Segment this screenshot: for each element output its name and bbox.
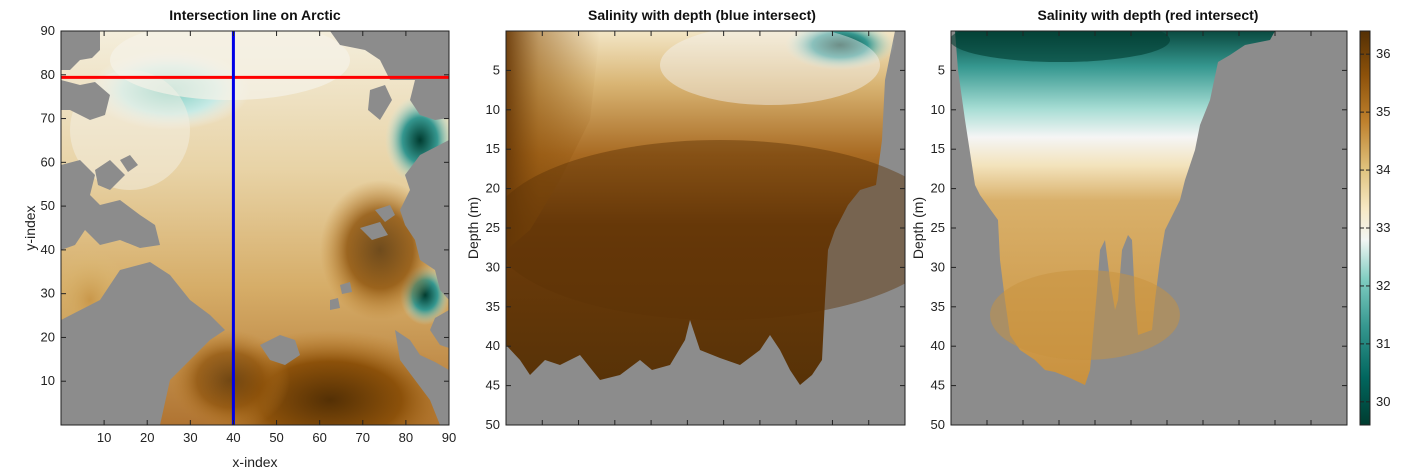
panel-a-ytick-label: 40 xyxy=(41,242,55,257)
colorbar-tick-label: 34 xyxy=(1376,162,1390,177)
panel-ytick-label: 40 xyxy=(486,338,500,353)
panel-a-title: Intersection line on Arctic xyxy=(169,7,341,23)
panel-ytick-label: 25 xyxy=(486,220,500,235)
panel-a-xtick-label: 10 xyxy=(97,430,111,445)
panel-ytick-label: 20 xyxy=(486,181,500,196)
panel-a-ytick-label: 80 xyxy=(41,67,55,82)
colorbar-tick-label: 32 xyxy=(1376,278,1390,293)
panel-ytick-label: 25 xyxy=(931,220,945,235)
panel-a-xlabel: x-index xyxy=(232,454,277,470)
panel-ytick-label: 45 xyxy=(486,378,500,393)
panel-b-title: Salinity with depth (blue intersect) xyxy=(588,7,816,23)
panel-a-xtick-label: 30 xyxy=(183,430,197,445)
panel-ytick-label: 10 xyxy=(931,102,945,117)
panel-ytick-label: 5 xyxy=(493,62,500,77)
colorbar-tick-label: 30 xyxy=(1376,394,1390,409)
panel-ytick-label: 50 xyxy=(486,417,500,432)
panel-ytick-label: 50 xyxy=(931,417,945,432)
arctic-salinity-field xyxy=(61,31,449,425)
colorbar-ticks: 36 35 34 33 32 31 30 xyxy=(1360,46,1390,409)
panel-a-ylabel: y-index xyxy=(22,205,38,250)
panel-blue-section: Salinity with depth (blue intersect) 5 10… xyxy=(465,7,906,432)
panel-ytick-label: 10 xyxy=(486,102,500,117)
panel-ytick-label: 15 xyxy=(486,141,500,156)
panel-a-ticks: 10 20 30 40 50 60 70 80 90 10 20 30 40 50 60 70 80 90 xyxy=(41,23,457,445)
panel-a-xtick-label: 60 xyxy=(312,430,326,445)
panel-ytick-label: 35 xyxy=(486,299,500,314)
red-section-field xyxy=(951,31,1347,425)
panel-ytick-label: 5 xyxy=(938,62,945,77)
panel-arctic-map: Intersection line on Arctic xyxy=(22,7,457,470)
panel-a-xtick-label: 90 xyxy=(442,430,456,445)
panel-ytick-label: 30 xyxy=(486,259,500,274)
panel-a-xtick-label: 40 xyxy=(226,430,240,445)
panel-c-ylabel: Depth (m) xyxy=(910,197,926,259)
panel-b-ticks: 5 10 15 20 25 30 35 40 45 50 xyxy=(486,31,905,432)
panel-c-title: Salinity with depth (red intersect) xyxy=(1038,7,1259,23)
panel-a-xtick-label: 50 xyxy=(269,430,283,445)
panel-ytick-label: 40 xyxy=(931,338,945,353)
panel-ytick-label: 30 xyxy=(931,259,945,274)
colorbar-tick-label: 33 xyxy=(1376,220,1390,235)
panel-a-ytick-label: 90 xyxy=(41,23,55,38)
panel-a-ytick-label: 30 xyxy=(41,286,55,301)
panel-ytick-label: 15 xyxy=(931,141,945,156)
panel-a-xtick-label: 80 xyxy=(399,430,413,445)
panel-a-ytick-label: 10 xyxy=(41,373,55,388)
blue-section-field xyxy=(506,31,905,425)
panel-a-ytick-label: 50 xyxy=(41,198,55,213)
panel-a-xtick-label: 20 xyxy=(140,430,154,445)
colorbar-tick-label: 35 xyxy=(1376,104,1390,119)
panel-c-ticks: 5 10 15 20 25 30 35 40 45 50 xyxy=(931,31,1347,432)
panel-a-ytick-label: 70 xyxy=(41,111,55,126)
panel-ytick-label: 20 xyxy=(931,181,945,196)
panel-a-xtick-label: 70 xyxy=(356,430,370,445)
panel-ytick-label: 35 xyxy=(931,299,945,314)
panel-red-section: Salinity with depth (red intersect) 5 10 1… xyxy=(910,7,1348,432)
panel-a-ytick-label: 60 xyxy=(41,154,55,169)
colorbar-tick-label: 31 xyxy=(1376,336,1390,351)
colorbar-tick-label: 36 xyxy=(1376,46,1390,61)
panel-a-ytick-label: 20 xyxy=(41,329,55,344)
panel-ytick-label: 45 xyxy=(931,378,945,393)
colorbar: 36 35 34 33 32 31 30 xyxy=(1359,30,1390,426)
panel-b-ylabel: Depth (m) xyxy=(465,197,481,259)
panel-a-frame xyxy=(60,30,450,426)
